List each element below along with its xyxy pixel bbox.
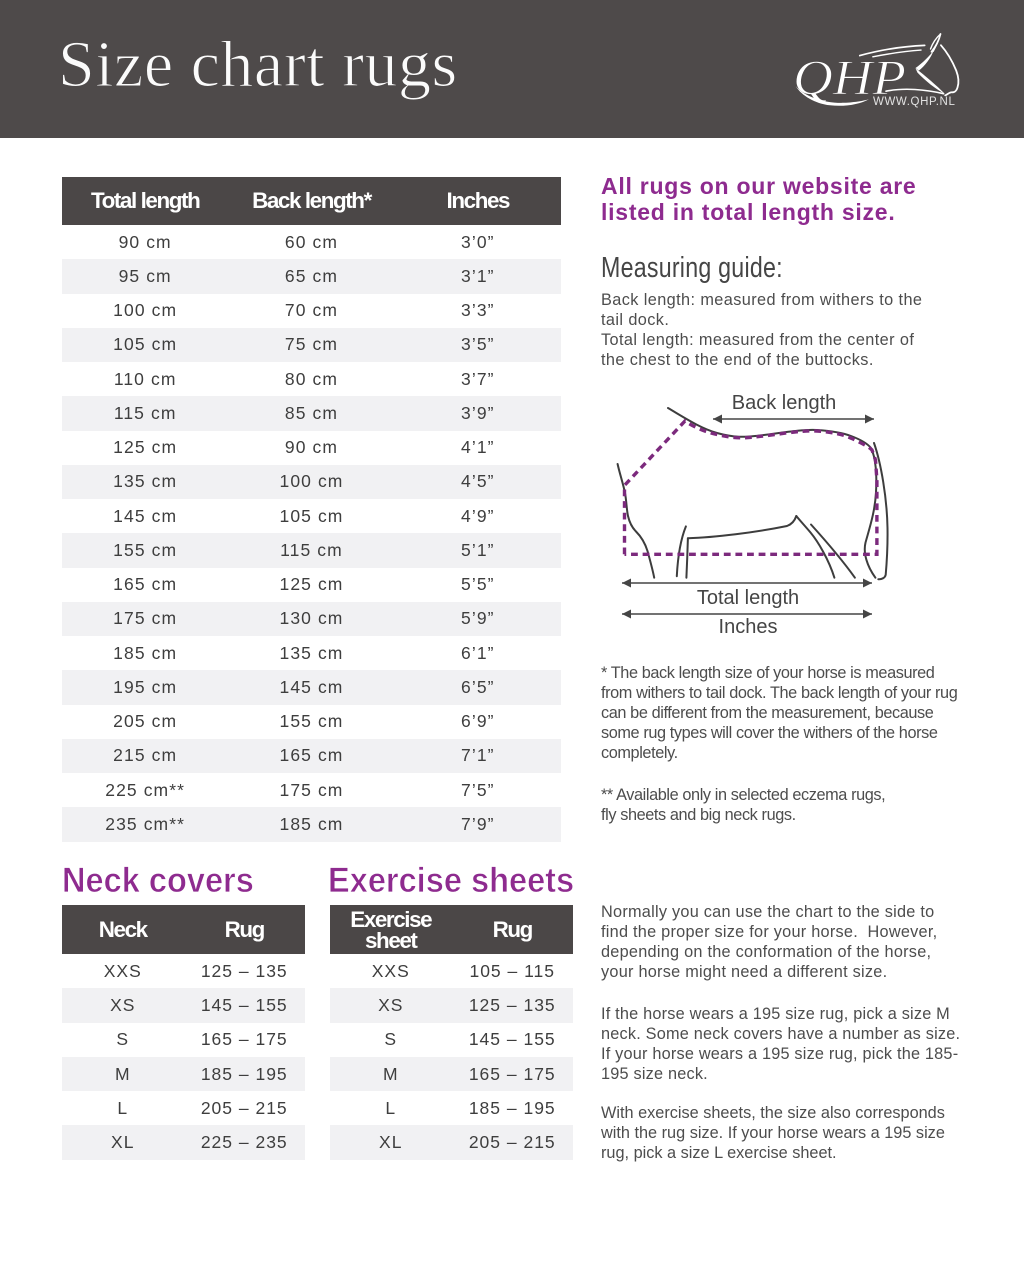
svg-text:Inches: Inches <box>719 616 778 638</box>
svg-text:QHP: QHP <box>793 49 906 105</box>
svg-text:Back length: Back length <box>732 392 837 414</box>
svg-text:Total length: Total length <box>697 587 799 609</box>
